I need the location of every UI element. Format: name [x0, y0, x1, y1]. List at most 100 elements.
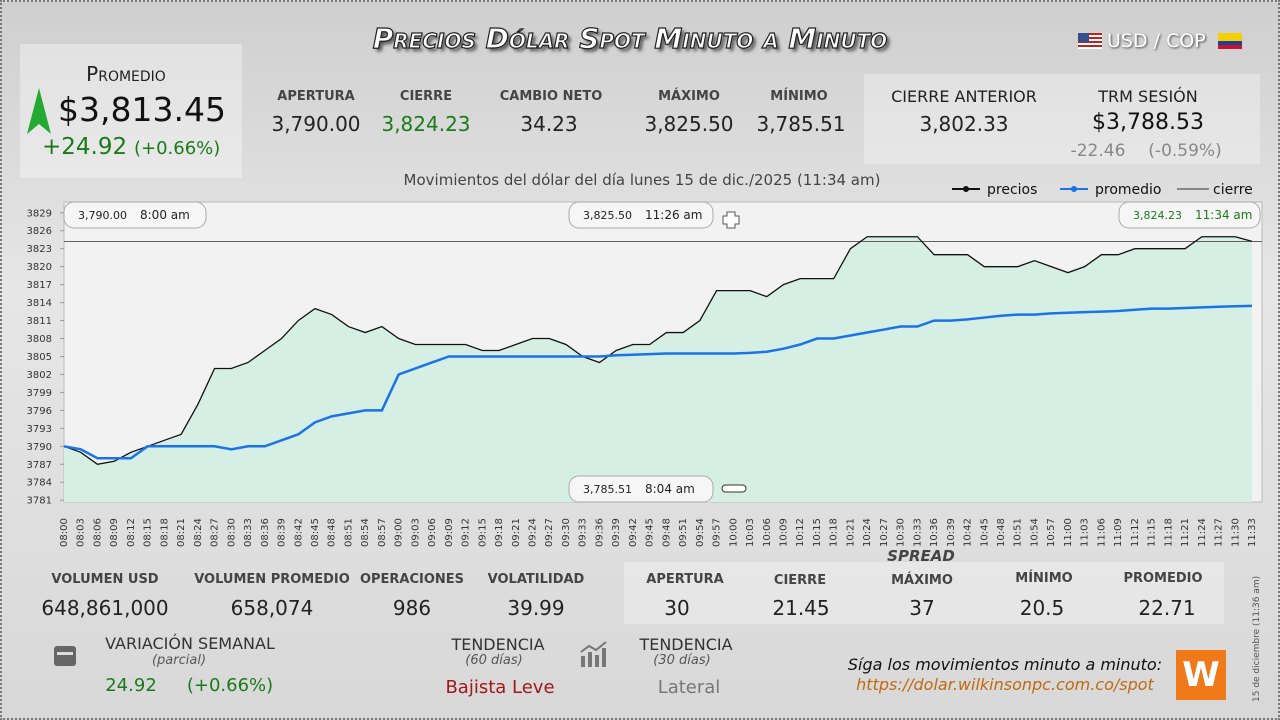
- trend-icon: [580, 641, 607, 667]
- spread-label: CIERRE: [773, 573, 827, 588]
- volume-label: OPERACIONES: [359, 572, 465, 587]
- x-tick-label: 09:18: [494, 518, 505, 547]
- y-tick-label: 3811: [27, 316, 52, 327]
- x-tick-label: 08:18: [159, 518, 170, 547]
- annotation-price: 3,825.50: [583, 209, 632, 222]
- x-tick-label: 08:48: [327, 518, 338, 547]
- annotation-box: [568, 201, 714, 229]
- x-tick-label: 08:30: [226, 518, 237, 547]
- x-tick-label: 09:36: [594, 518, 605, 547]
- x-tick-label: 09:24: [528, 518, 539, 547]
- series-line: [63, 304, 1253, 460]
- weekly-change-pct: (+0.66%): [186, 675, 274, 696]
- us-flag: [1078, 33, 1102, 49]
- x-tick-label: 10:06: [762, 518, 773, 547]
- y-tick-label: 3781: [27, 496, 52, 507]
- stat-label: MÁXIMO: [658, 89, 720, 104]
- spread-label: MÍNIMO: [1015, 571, 1073, 586]
- spread-value: 37: [909, 596, 935, 620]
- x-tick-label: 10:48: [996, 518, 1007, 547]
- annotation-time: 8:00 am: [140, 208, 190, 222]
- stat-value: 3,790.00: [271, 112, 361, 136]
- x-tick-label: 09:48: [661, 518, 672, 547]
- x-tick-label: 09:06: [427, 518, 438, 547]
- stat-value: 3,824.23: [381, 112, 471, 136]
- calendar-icon: [54, 646, 76, 666]
- promedio-box: [20, 44, 242, 178]
- promedio-value: $3,813.45: [58, 90, 226, 129]
- footer-url[interactable]: https://dolar.wilkinsonpc.com.co/spot: [856, 675, 1154, 694]
- logo: W: [1176, 650, 1226, 700]
- y-tick-label: 3817: [27, 280, 52, 291]
- legend-label: promedio: [1095, 182, 1162, 198]
- volume-value: 986: [392, 596, 432, 620]
- x-tick-label: 08:39: [277, 518, 288, 547]
- x-tick-label: 08:54: [360, 518, 371, 547]
- y-tick-label: 3805: [27, 352, 52, 363]
- x-tick-label: 10:24: [862, 518, 873, 547]
- spread-box: [624, 562, 1224, 624]
- x-tick-label: 08:12: [126, 518, 137, 547]
- volume-value: 658,074: [230, 596, 314, 620]
- legend-label: cierre: [1213, 182, 1253, 198]
- x-tick-label: 10:54: [1029, 518, 1040, 547]
- volume-value: 648,861,000: [41, 596, 169, 620]
- x-tick-label: 08:27: [210, 518, 221, 547]
- y-tick-label: 3793: [27, 424, 52, 435]
- trend60-note: (60 días): [465, 653, 523, 668]
- y-tick-label: 3784: [27, 478, 52, 489]
- toolbar-icon: [721, 484, 747, 493]
- promedio-label: Promedio: [86, 62, 166, 86]
- x-tick-label: 09:15: [477, 518, 488, 547]
- spread-label: APERTURA: [646, 572, 724, 587]
- weekly-label: VARIACIÓN SEMANAL: [105, 634, 275, 653]
- volume-label: VOLUMEN USD: [51, 572, 159, 587]
- legend-dot: [1071, 186, 1077, 192]
- y-tick-label: 3829: [27, 208, 52, 219]
- x-tick-label: 08:03: [76, 518, 87, 547]
- trend30-label: TENDENCIA: [639, 635, 733, 654]
- x-tick-label: 11:33: [1247, 518, 1258, 547]
- y-tick-label: 3787: [27, 460, 52, 471]
- x-tick-label: 08:15: [143, 518, 154, 547]
- y-tick-label: 3823: [27, 244, 52, 255]
- spread-value: 22.71: [1138, 596, 1196, 620]
- y-tick-label: 3802: [27, 370, 52, 381]
- legend-dot: [963, 186, 969, 192]
- volume-label: VOLATILIDAD: [487, 572, 585, 587]
- stat-label: CAMBIO NETO: [499, 89, 603, 104]
- stat-value: 3,825.50: [644, 112, 734, 136]
- annotation-box: [1118, 201, 1261, 229]
- x-tick-label: 11:21: [1180, 518, 1191, 547]
- x-tick-label: 08:42: [293, 518, 304, 547]
- y-tick-label: 3790: [27, 442, 52, 453]
- x-tick-label: 09:21: [511, 518, 522, 547]
- x-tick-label: 11:03: [1080, 518, 1091, 547]
- annotation-price: 3,785.51: [583, 483, 632, 496]
- trend60-value: Bajista Leve: [445, 677, 555, 698]
- annotation-time: 8:04 am: [645, 482, 695, 496]
- stat-label: APERTURA: [277, 89, 355, 104]
- x-tick-label: 08:51: [343, 518, 354, 547]
- spread-value: 20.5: [1019, 596, 1065, 620]
- x-tick-label: 10:30: [896, 518, 907, 547]
- annotation-price: 3,790.00: [78, 209, 127, 222]
- x-tick-label: 10:12: [795, 518, 806, 547]
- stat-value: 34.23: [520, 112, 578, 136]
- previous-value: 3,802.33: [919, 112, 1009, 136]
- annotation-time: 11:34 am: [1195, 208, 1252, 222]
- x-tick-label: 11:06: [1096, 518, 1107, 547]
- series-line: [63, 236, 1253, 465]
- x-tick-label: 09:39: [611, 518, 622, 547]
- trm-change-pct: (-0.59%): [1148, 141, 1222, 161]
- x-tick-label: 08:45: [310, 518, 321, 547]
- spread-label: MÁXIMO: [891, 573, 953, 588]
- annotation-time: 11:26 am: [645, 208, 702, 222]
- x-tick-label: 10:18: [829, 518, 840, 547]
- chart: 3781 3784 3787 3790 3793 3796 3799 3802 3805 3808…: [27, 182, 1263, 547]
- crosshair-icon: [722, 211, 740, 229]
- y-tick-label: 3808: [27, 334, 52, 345]
- x-tick-label: 08:00: [59, 518, 70, 547]
- x-tick-label: 11:30: [1230, 518, 1241, 547]
